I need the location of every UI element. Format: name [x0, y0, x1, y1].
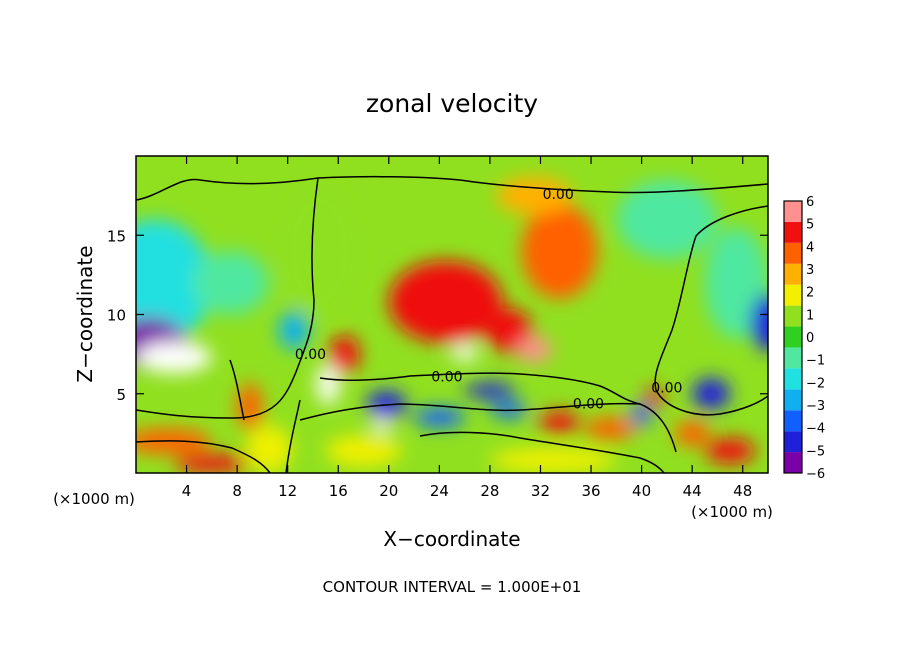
field-feature-30 [616, 179, 718, 260]
x-unit-label-right: (×1000 m) [691, 503, 773, 521]
x-tick-label-12: 12 [278, 482, 297, 500]
colorbar-swatch-7 [784, 305, 802, 327]
colorbar: 6 5 4 3 2 1 0 −1 −2 −3 −4 −5 −6 [783, 195, 825, 482]
colorbar-swatch-8 [784, 284, 802, 306]
colorbar-swatch-4 [784, 368, 802, 390]
colorbar-tick--3: −3 [806, 399, 825, 414]
field-feature-31 [674, 420, 710, 447]
y-axis-label: Z−coordinate [73, 245, 97, 382]
y-tick-label-10: 10 [107, 307, 126, 325]
x-tick-label-4: 4 [182, 482, 192, 500]
colorbar-tick-0: 0 [806, 331, 814, 346]
x-tick-label-36: 36 [581, 482, 600, 500]
field-feature-25 [645, 387, 664, 407]
x-axis: 4 8 12 16 20 24 28 32 36 40 44 48 [182, 156, 752, 500]
contour-label-3: 0.00 [573, 396, 604, 412]
chart-title: zonal velocity [366, 89, 538, 118]
field-feature-29 [750, 293, 768, 351]
field-feature-23 [539, 411, 580, 434]
contour-labels: 0.00 0.00 0.00 0.00 0.00 [295, 187, 683, 412]
contour-interval-footer: CONTOUR INTERVAL = 1.000E+01 [323, 578, 582, 596]
colorbar-tick--5: −5 [806, 444, 825, 459]
field-feature-34 [325, 434, 402, 467]
field-feature-24 [584, 417, 636, 440]
x-tick-label-48: 48 [733, 482, 752, 500]
zero-contour-top [136, 175, 768, 201]
zero-contour-upper-left [136, 177, 319, 419]
field-feature-10 [316, 363, 340, 405]
field-feature-14 [414, 408, 465, 428]
colorbar-tick-6: 6 [806, 195, 814, 210]
contour-label-1: 0.00 [295, 347, 326, 363]
zero-contour-middle [319, 372, 641, 405]
colorbar-swatch-0 [784, 452, 802, 473]
colorbar-tick--6: −6 [806, 467, 825, 482]
contour-label-2: 0.00 [431, 369, 462, 385]
colorbar-swatch-11 [784, 221, 802, 243]
x-tick-label-40: 40 [632, 482, 651, 500]
field-feature-16 [486, 308, 532, 353]
field-feature-26 [631, 403, 652, 426]
field-feature-2 [136, 341, 212, 374]
colorbar-swatch-5 [784, 347, 802, 369]
field-feature-15 [388, 260, 503, 344]
field-feature-0 [136, 219, 212, 347]
zero-contour-lower-left [136, 440, 271, 473]
y-tick-label-5: 5 [116, 386, 126, 404]
zero-contour-center-low [419, 431, 665, 473]
colorbar-swatch-2 [784, 410, 802, 432]
field-feature-4 [278, 311, 310, 350]
zero-contour-left-dip [229, 359, 245, 421]
field-feature-33 [489, 447, 617, 473]
field-feature-11 [329, 335, 360, 374]
colorbar-tick-3: 3 [806, 263, 814, 278]
field-feature-27 [692, 377, 731, 410]
field-feature-19 [521, 203, 598, 299]
field-feature-7 [245, 425, 292, 473]
colorbar-tick--4: −4 [806, 422, 825, 437]
colorbar-tick--1: −1 [806, 354, 825, 369]
colorbar-swatch-1 [784, 431, 802, 453]
colorbar-swatch-9 [784, 263, 802, 285]
colorbar-tick-2: 2 [806, 286, 814, 301]
field-feature-32 [704, 438, 756, 464]
contour-label-0: 0.00 [543, 187, 574, 203]
colorbar-tick--2: −2 [806, 376, 825, 391]
x-tick-label-8: 8 [232, 482, 242, 500]
colorbar-tick-1: 1 [806, 308, 814, 323]
zero-contour-stem [285, 399, 301, 473]
zero-contour-right [654, 205, 768, 416]
x-tick-label-28: 28 [480, 482, 499, 500]
colorbar-swatch-10 [784, 242, 802, 264]
x-axis-label: X−coordinate [383, 527, 520, 551]
zero-contours [136, 175, 768, 473]
field-feature-17 [450, 344, 479, 361]
x-tick-label-24: 24 [430, 482, 449, 500]
field-features [136, 176, 768, 473]
x-tick-label-20: 20 [379, 482, 398, 500]
x-unit-label-left: (×1000 m) [53, 490, 135, 508]
field-feature-9 [173, 453, 250, 473]
y-axis: 5 10 15 [107, 227, 768, 404]
colorbar-tick-5: 5 [806, 218, 814, 233]
field-feature-5 [281, 187, 358, 315]
x-tick-label-44: 44 [683, 482, 702, 500]
colorbar-frame [783, 200, 803, 474]
field-feature-18 [516, 336, 552, 363]
velocity-field [136, 156, 768, 473]
x-tick-label-32: 32 [531, 482, 550, 500]
field-feature-3 [192, 251, 269, 315]
x-tick-label-16: 16 [329, 482, 348, 500]
colorbar-swatch-12 [784, 201, 802, 222]
colorbar-swatch-6 [784, 326, 802, 348]
field-feature-21 [464, 382, 516, 399]
zero-contour-lower-band [299, 402, 677, 453]
y-tick-label-15: 15 [107, 227, 126, 245]
colorbar-tick-4: 4 [806, 240, 814, 255]
colorbar-swatch-3 [784, 389, 802, 411]
contour-label-4: 0.00 [651, 380, 682, 396]
